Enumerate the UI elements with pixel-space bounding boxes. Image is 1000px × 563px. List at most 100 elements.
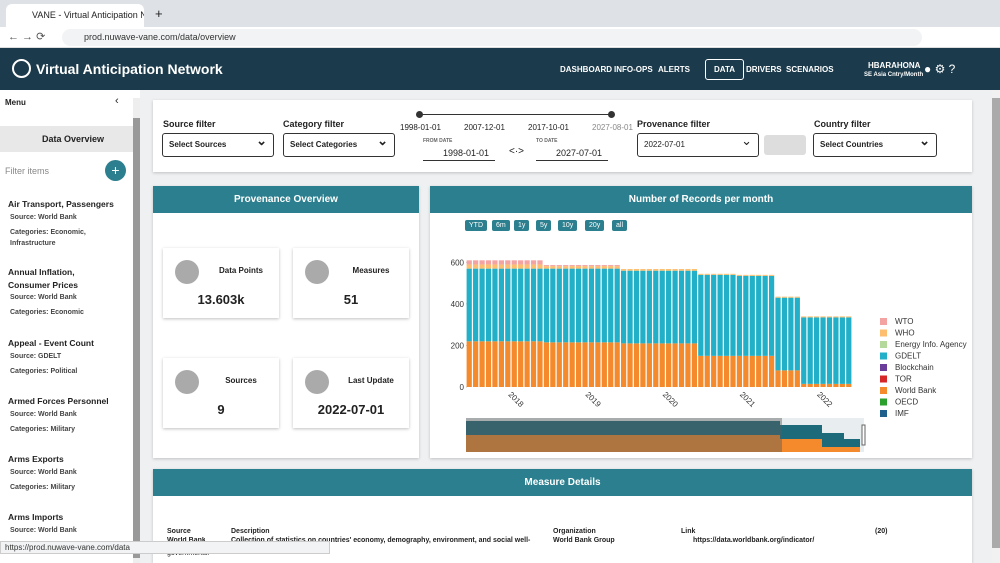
from-date[interactable]: 1998-01-01: [423, 148, 495, 161]
item-title[interactable]: Armed Forces Personnel: [8, 396, 109, 406]
item-title[interactable]: Arms Imports: [8, 512, 64, 522]
bar-segment: [723, 274, 730, 356]
bar-segment: [505, 268, 511, 342]
bar-segment: [543, 268, 550, 343]
menu-active[interactable]: Data Overview: [0, 126, 133, 152]
card-title: Number of Records per month: [430, 186, 972, 213]
stat-icon: [305, 260, 329, 284]
nav-item[interactable]: INFO-OPS: [614, 65, 653, 74]
bar-segment: [711, 274, 717, 356]
item-title[interactable]: Annual Inflation, Consumer Prices: [8, 267, 78, 290]
bar-segment: [518, 341, 524, 387]
new-tab[interactable]: +: [155, 6, 163, 21]
bar-segment: [473, 341, 479, 387]
bar-segment: [839, 316, 845, 318]
bar-segment: [530, 268, 537, 342]
bar-segment: [666, 343, 672, 387]
bar-segment: [614, 268, 620, 343]
legend-swatch: [880, 387, 887, 394]
nav-item[interactable]: DRIVERS: [746, 65, 782, 74]
legend-swatch: [880, 341, 887, 348]
bar-segment: [595, 265, 601, 267]
nav-item[interactable]: DASHBOARD: [560, 65, 612, 74]
tab[interactable]: VANE - Virtual Anticipation Netw: [6, 4, 144, 27]
bar-segment: [505, 341, 511, 387]
bar-segment: [691, 343, 697, 387]
bar-segment: [473, 264, 479, 269]
to-date[interactable]: 2027-07-01: [536, 148, 608, 161]
bar-segment: [550, 268, 556, 343]
bar-segment: [518, 268, 524, 342]
stat-label: Sources: [225, 376, 257, 385]
bar-segment: [518, 264, 524, 269]
bar-segment: [704, 273, 710, 275]
item-title[interactable]: Arms Exports: [8, 454, 64, 464]
y-tick-label: 400: [451, 300, 465, 309]
range-button[interactable]: 1y: [514, 220, 530, 231]
x-tick-label: 2021: [738, 390, 757, 409]
item-categories: Categories: Military: [10, 484, 75, 491]
range-button[interactable]: 10y: [558, 220, 578, 231]
range-button[interactable]: all: [612, 220, 628, 231]
bar-segment: [550, 342, 556, 387]
item-categories: Categories: Economic, Infrastructure: [10, 229, 86, 247]
country-select[interactable]: Select Countries: [813, 130, 937, 157]
bar-segment: [543, 342, 550, 387]
bar-segment: [633, 270, 640, 344]
bar-segment: [588, 342, 595, 387]
y-tick-label: 0: [460, 383, 465, 392]
range-button[interactable]: 5y: [536, 220, 552, 231]
category-select[interactable]: Select Categories: [283, 130, 395, 157]
bar-segment: [698, 274, 704, 356]
add-button[interactable]: +: [105, 160, 126, 181]
x-tick-label: 2018: [506, 390, 525, 409]
provenance-select[interactable]: 2022-07-01: [637, 130, 759, 157]
bar-segment: [756, 275, 762, 356]
bar-segment: [524, 341, 530, 387]
bar-segment: [530, 341, 537, 387]
nav-item[interactable]: SCENARIOS: [786, 65, 834, 74]
bar-segment: [685, 270, 691, 344]
slider-date: 2017-10-01: [528, 123, 569, 132]
bar-segment: [627, 269, 633, 271]
bar-segment: [601, 266, 607, 269]
item-source: Source: World Bank: [10, 527, 77, 534]
bar-segment: [666, 269, 672, 271]
nav-item[interactable]: DATA: [705, 59, 745, 80]
bar-segment: [537, 268, 543, 342]
bar-segment: [743, 275, 749, 356]
bar-segment: [485, 341, 492, 387]
bar-segment: [498, 268, 504, 342]
item-title[interactable]: Appeal - Event Count: [8, 338, 94, 348]
bar-segment: [820, 317, 826, 384]
item-source: Source: World Bank: [10, 214, 77, 221]
stat-card: Last Update 2022-07-01: [293, 358, 409, 428]
bar-segment: [794, 296, 800, 298]
bar-segment: [846, 316, 852, 318]
item-source: Source: World Bank: [10, 469, 77, 476]
bar-segment: [691, 269, 697, 271]
bar-segment: [479, 264, 485, 269]
bar-segment: [723, 355, 730, 387]
slider-date: 2027-08-01: [592, 123, 633, 132]
bar-segment: [839, 317, 845, 384]
range-button[interactable]: 20y: [585, 220, 605, 231]
bar-segment: [678, 343, 685, 387]
bar-segment: [582, 265, 588, 267]
range-button[interactable]: 6m: [492, 220, 510, 231]
filter-input[interactable]: Filter items: [5, 166, 50, 176]
stat-icon: [305, 370, 329, 394]
bar-segment: [498, 260, 504, 265]
source-select[interactable]: Select Sources: [162, 130, 274, 157]
item-title[interactable]: Air Transport, Passengers: [8, 199, 114, 209]
bar-segment: [485, 268, 492, 342]
range-button[interactable]: YTD: [465, 220, 487, 231]
url-bar[interactable]: prod.nuwave-vane.com/data/overview: [62, 29, 922, 46]
nav-item[interactable]: ALERTS: [658, 65, 690, 74]
legend-label: WTO: [895, 317, 914, 326]
bar-segment: [801, 383, 807, 387]
bar-segment: [601, 342, 607, 387]
legend-swatch: [880, 364, 887, 371]
legend-swatch: [880, 318, 887, 325]
bar-segment: [601, 265, 607, 267]
